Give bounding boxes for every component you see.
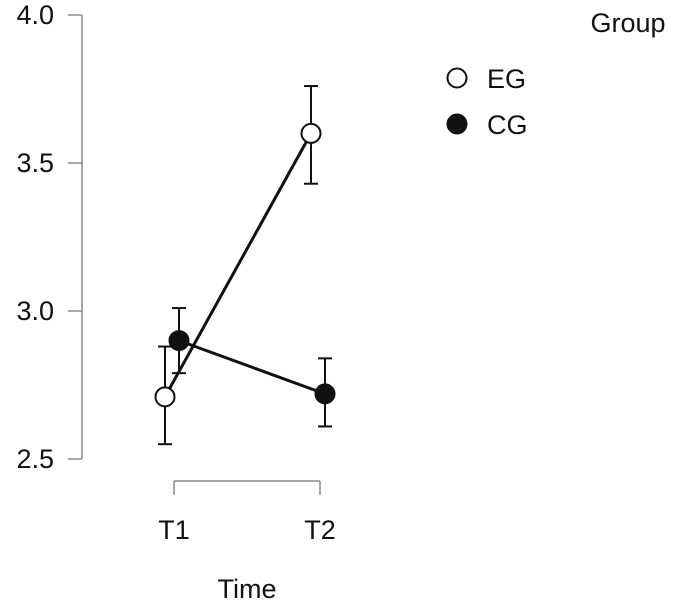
series-line-cg bbox=[178, 339, 326, 396]
x-tick-label-t2: T2 bbox=[304, 515, 336, 545]
x-axis: T1 T2 bbox=[158, 480, 336, 545]
y-axis: 2.5 3.0 3.5 4.0 bbox=[16, 0, 83, 474]
y-tick-label: 4.0 bbox=[16, 0, 54, 30]
data-points bbox=[154, 122, 336, 408]
y-tick-label: 2.5 bbox=[16, 444, 54, 474]
x-axis-title: Time bbox=[218, 574, 277, 604]
series-lines bbox=[163, 132, 326, 398]
point-cg-t1 bbox=[168, 330, 190, 352]
legend-marker-cg bbox=[446, 113, 468, 135]
y-tick-label: 3.0 bbox=[16, 296, 54, 326]
point-eg-t2 bbox=[300, 122, 322, 144]
y-tick-label: 3.5 bbox=[16, 148, 54, 178]
series-line-eg bbox=[163, 132, 313, 398]
legend: Group EG CG bbox=[446, 8, 666, 140]
legend-label-cg: CG bbox=[487, 110, 528, 140]
point-cg-t2 bbox=[314, 383, 336, 405]
legend-marker-eg bbox=[446, 67, 468, 89]
point-eg-t1 bbox=[154, 386, 176, 408]
legend-title: Group bbox=[590, 8, 665, 38]
x-tick-label-t1: T1 bbox=[158, 515, 190, 545]
legend-label-eg: EG bbox=[487, 64, 526, 94]
